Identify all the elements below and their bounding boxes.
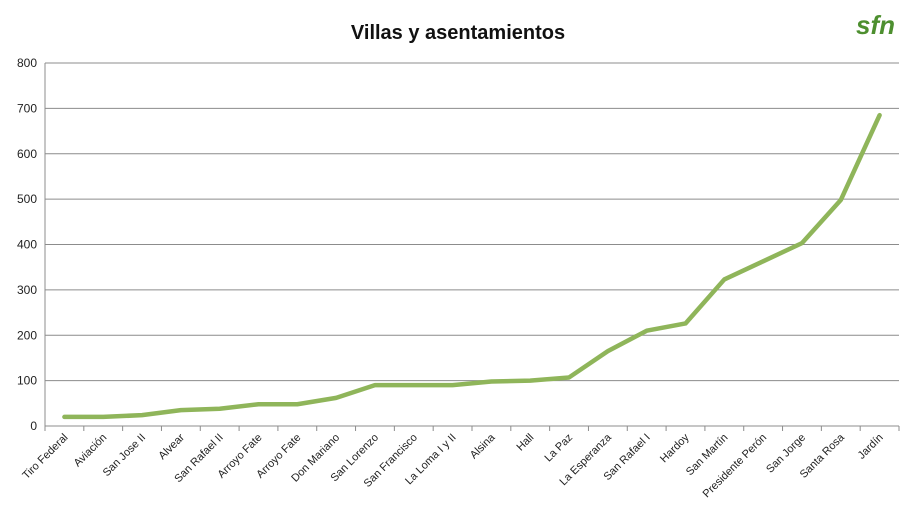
- x-tick-label: Tiro Federal: [20, 432, 70, 482]
- logo-text: sfn: [856, 10, 895, 40]
- series: [62, 112, 882, 420]
- y-tick-label: 700: [17, 101, 37, 115]
- x-tick-label: Alsina: [468, 431, 498, 461]
- y-tick-label: 0: [30, 419, 37, 433]
- y-tick-label: 300: [17, 283, 37, 297]
- y-tick-label: 400: [17, 238, 37, 252]
- chart-title: Villas y asentamientos: [351, 22, 565, 44]
- y-tick-label: 200: [17, 328, 37, 342]
- y-tick-label: 100: [17, 374, 37, 388]
- logo: sfn: [856, 10, 895, 40]
- x-tick-label: Hall: [514, 432, 536, 454]
- y-axis: 0 100 200 300 400 500 600 700 800: [17, 56, 37, 433]
- y-tick-label: 800: [17, 56, 37, 70]
- x-axis: [44, 63, 900, 431]
- x-tick-label: Aviación: [72, 432, 110, 470]
- series-line: [62, 112, 882, 420]
- x-tick-label: La Paz: [542, 432, 575, 465]
- y-tick-label: 500: [17, 192, 37, 206]
- gridlines: [45, 62, 899, 382]
- x-tick-label: Alvear: [156, 431, 187, 462]
- x-tick-label: Jardín: [856, 432, 886, 462]
- x-tick-label: Hardoy: [658, 431, 692, 465]
- y-tick-label: 600: [17, 147, 37, 161]
